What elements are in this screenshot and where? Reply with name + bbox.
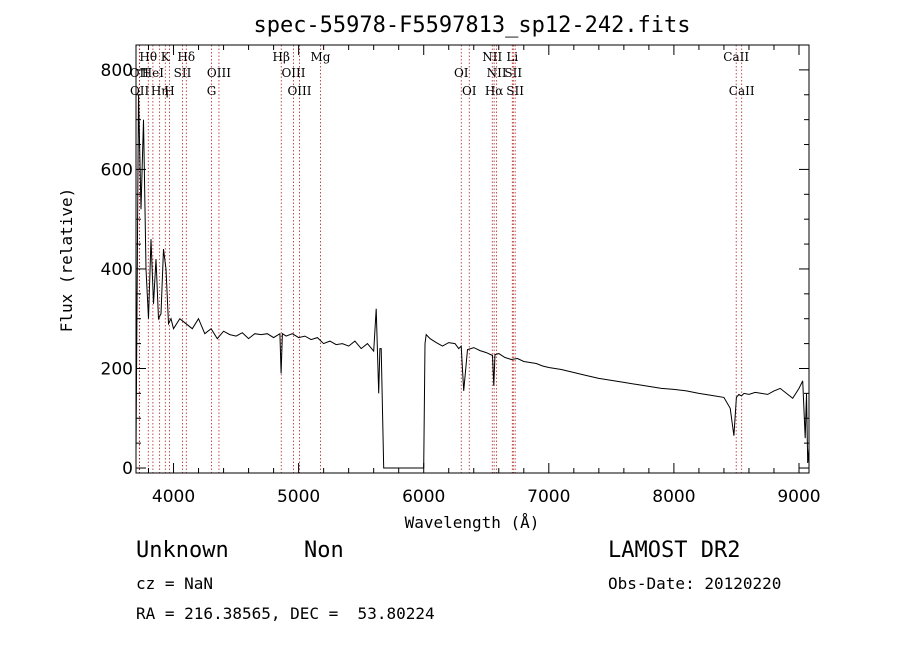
emission-line-label: Li: [506, 50, 518, 64]
emission-line-markers: [138, 45, 743, 473]
x-tick-label: 8000: [652, 487, 695, 507]
spectrum-chart: spec-55978-F5597813_sp12-242.fits Hθ K Hδ H…: [57, 13, 821, 532]
emission-line-label: Hθ: [139, 50, 157, 64]
emission-line-label: K: [161, 50, 171, 64]
x-axis-label: Wavelength (Å): [405, 513, 540, 532]
emission-line-label: NII: [487, 66, 507, 80]
emission-line-label: SII: [504, 66, 522, 80]
coordinates: RA = 216.38565, DEC = 53.80224: [136, 604, 435, 623]
x-tick-label: 9000: [777, 487, 820, 507]
redshift-cz: cz = NaN: [136, 574, 214, 593]
emission-line-label: G: [207, 84, 217, 98]
emission-line-label: OIII: [281, 66, 305, 80]
emission-line-label: HeI: [142, 66, 165, 80]
x-tick-label: 5000: [277, 487, 320, 507]
y-tick-label: 200: [101, 359, 133, 379]
x-tick-label: 4000: [152, 487, 195, 507]
y-tick-label: 0: [122, 459, 133, 479]
spectrum-series-line: [135, 94, 810, 469]
x-tick-label: 6000: [402, 487, 445, 507]
emission-line-label: Hα: [485, 84, 504, 98]
emission-line-labels: Hθ K Hδ Hβ Mg NII Li CaII OII HeI SII OIII OIII OI NII…: [130, 50, 755, 98]
emission-line-label: OIII: [287, 84, 311, 98]
object-class: Unknown: [136, 538, 229, 563]
emission-line-label: Mg: [311, 50, 331, 64]
emission-line-label: CaII: [729, 84, 755, 98]
y-tick-label: 600: [101, 160, 133, 180]
plot-frame: [135, 44, 810, 474]
observation-date: Obs-Date: 20120220: [608, 574, 782, 593]
emission-line-label: OII: [130, 84, 150, 98]
emission-line-label: NII: [482, 50, 502, 64]
y-axis: 0 200 400 600 800: [101, 61, 809, 479]
object-subclass: Non: [304, 538, 344, 563]
emission-line-label: SII: [174, 66, 192, 80]
y-tick-label: 400: [101, 260, 133, 280]
emission-line-label: OI: [462, 84, 477, 98]
emission-line-label: CaII: [723, 50, 749, 64]
y-axis-label: Flux (relative): [57, 188, 76, 333]
emission-line-label: OIII: [207, 66, 231, 80]
chart-title: spec-55978-F5597813_sp12-242.fits: [253, 13, 690, 38]
survey-name: LAMOST DR2: [608, 538, 741, 563]
y-tick-label: 800: [101, 61, 133, 81]
emission-line-label: Hβ: [273, 50, 290, 64]
x-axis: 4000 5000 6000 7000 8000 9000: [148, 45, 821, 507]
emission-line-label: OI: [454, 66, 469, 80]
x-tick-label: 7000: [527, 487, 570, 507]
emission-line-label: Hη: [151, 84, 169, 98]
emission-line-label: H: [164, 84, 174, 98]
emission-line-label: Hδ: [177, 50, 195, 64]
emission-line-label: SII: [506, 84, 524, 98]
